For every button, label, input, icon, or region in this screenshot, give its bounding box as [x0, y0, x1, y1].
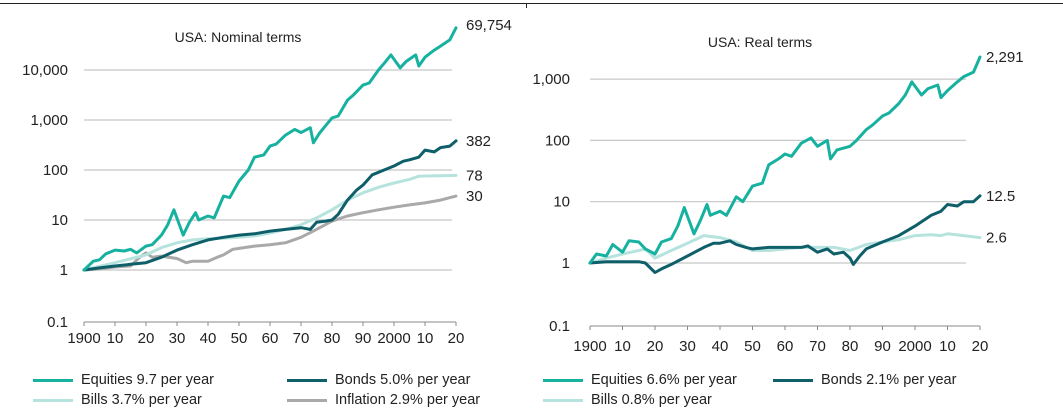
legend-label: Bills 3.7% per year: [81, 392, 202, 408]
chart-title: USA: Real terms: [708, 34, 812, 50]
y-tick-label: 1: [562, 255, 570, 272]
nominal-chart: USA: Nominal terms 0.11101001,00010,000 …: [22, 17, 512, 347]
legend-swatch: [287, 398, 327, 402]
x-tick-label: 20: [138, 330, 155, 347]
x-tick-label: 50: [231, 330, 248, 347]
legend-label: Bonds 2.1% per year: [821, 372, 957, 388]
x-tick-label: 80: [842, 338, 859, 355]
x-tick-label: 80: [324, 330, 341, 347]
legend-swatch: [543, 398, 583, 402]
y-tick-label: 1,000: [30, 112, 68, 129]
x-tick-label: 50: [744, 338, 761, 355]
x-tick-label: 20: [448, 330, 465, 347]
series-lines: [588, 55, 982, 274]
legend-item-equities: Equities 6.6% per year: [543, 372, 737, 388]
grid: [84, 69, 452, 271]
end-label-bills: 78: [466, 167, 483, 184]
x-tick-label: 90: [355, 330, 372, 347]
series-line-equities: [588, 55, 982, 265]
top-rule-divider-tick: [526, 3, 527, 8]
y-axis: 0.1 1 10 100 1,000: [532, 71, 570, 335]
series-line-bills: [82, 173, 458, 272]
series-line-bonds: [82, 139, 458, 272]
x-tick-label: 10: [939, 338, 956, 355]
end-labels: 69,754 382 78 30: [466, 17, 512, 205]
legend-item-bills: Bills 3.7% per year: [33, 392, 202, 408]
end-label-inflation: 30: [466, 188, 483, 205]
y-tick-label: 100: [43, 162, 68, 179]
x-axis: 1900 10 20 30 40 50 60 70 80 90 2000 10 20: [573, 325, 989, 355]
series-lines: [82, 26, 458, 272]
x-tick-label: 1900: [573, 338, 606, 355]
x-tick-label: 30: [679, 338, 696, 355]
x-tick-label: 60: [262, 330, 279, 347]
legend-swatch: [287, 378, 327, 382]
top-rule: [0, 3, 1063, 4]
legend-item-bills: Bills 0.8% per year: [543, 392, 712, 408]
legend-label: Bills 0.8% per year: [591, 392, 712, 408]
y-tick-label: 1: [60, 262, 68, 279]
x-tick-label: 70: [809, 338, 826, 355]
legend-label: Equities 9.7 per year: [81, 372, 214, 388]
series-line-equities: [82, 26, 458, 272]
x-tick-label: 70: [293, 330, 310, 347]
x-tick-label: 40: [712, 338, 729, 355]
x-tick-label: 10: [614, 338, 631, 355]
x-tick-label: 40: [200, 330, 217, 347]
legend-swatch: [543, 378, 583, 382]
legend-item-bonds: Bonds 5.0% per year: [287, 372, 470, 388]
series-line-bonds: [588, 194, 982, 274]
end-labels: 2,291 12.5 2.6: [986, 49, 1024, 247]
y-tick-label: 100: [545, 132, 570, 149]
x-tick-label: 10: [417, 330, 434, 347]
y-tick-label: 10: [51, 212, 68, 229]
x-tick-label: 10: [107, 330, 124, 347]
legend-label: Inflation 2.9% per year: [335, 392, 481, 408]
legend-item-inflation: Inflation 2.9% per year: [287, 392, 480, 408]
x-tick-label: 60: [777, 338, 794, 355]
legend-swatch: [773, 378, 813, 382]
y-axis: 0.1 1 10 100 1,000 10,000: [22, 62, 68, 331]
y-tick-label: 10: [553, 194, 570, 211]
x-tick-label: 20: [972, 338, 989, 355]
x-tick-label: 20: [647, 338, 664, 355]
x-tick-label: 90: [874, 338, 891, 355]
x-tick-label: 1900: [67, 330, 100, 347]
x-tick-label: 30: [169, 330, 186, 347]
x-tick-label: 2000: [898, 338, 931, 355]
y-tick-label: 0.1: [549, 318, 570, 335]
legend-item-bonds: Bonds 2.1% per year: [773, 372, 956, 388]
legend-label: Equities 6.6% per year: [591, 372, 737, 388]
end-label-bills: 2.6: [986, 230, 1007, 247]
end-label-bonds: 12.5: [986, 188, 1015, 205]
chart-title: USA: Nominal terms: [175, 29, 302, 45]
end-label-bonds: 382: [466, 133, 491, 150]
legend-label: Bonds 5.0% per year: [335, 372, 471, 388]
legend-item-equities: Equities 9.7 per year: [33, 372, 214, 388]
legend-swatch: [33, 398, 73, 402]
y-tick-label: 0.1: [47, 314, 68, 331]
legend-swatch: [33, 378, 73, 382]
x-axis: 1900 10 20 30 40 50 60 70 80 90 2000 10 20: [67, 321, 465, 347]
grid: [590, 78, 966, 264]
end-label-equities: 2,291: [986, 49, 1024, 66]
real-chart: USA: Real terms 0.1 1 10 100 1,000 1900 10 20 3…: [532, 34, 1023, 355]
y-tick-label: 10,000: [22, 62, 68, 79]
y-tick-label: 1,000: [532, 71, 570, 88]
x-tick-label: 2000: [377, 330, 410, 347]
end-label-equities: 69,754: [466, 17, 512, 34]
